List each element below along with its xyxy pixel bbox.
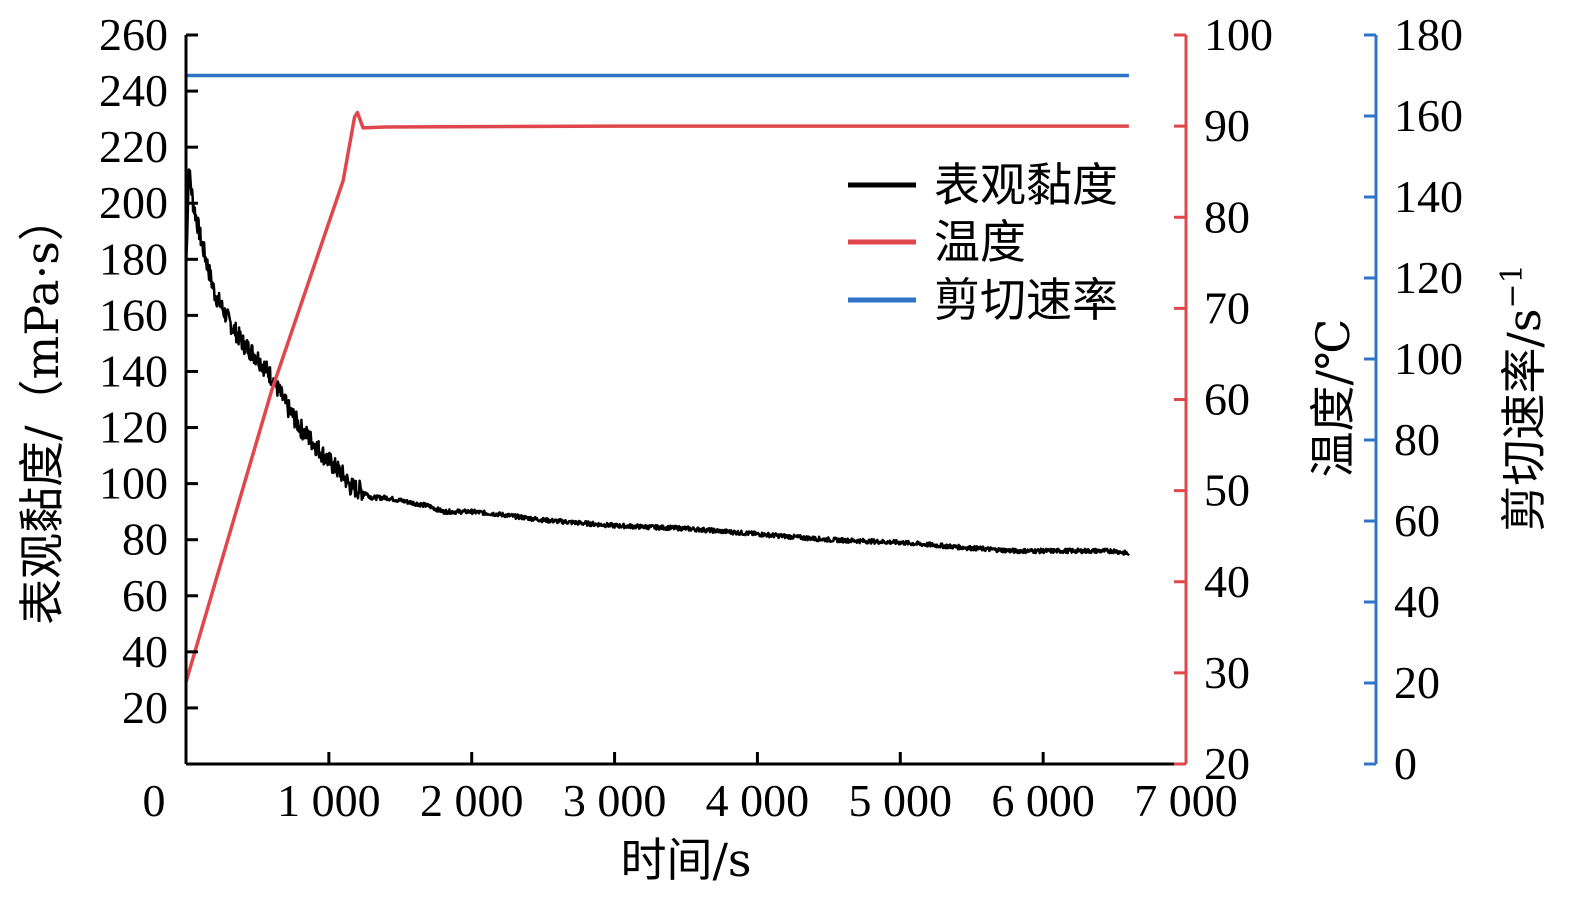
temperature-tick-label: 70 <box>1204 282 1250 333</box>
shear-tick-label: 0 <box>1394 738 1417 789</box>
temperature-tick-label: 80 <box>1204 191 1250 242</box>
temperature-tick-label: 30 <box>1204 647 1250 698</box>
legend-label-shear: 剪切速率 <box>934 273 1118 327</box>
viscosity-tick-label: 240 <box>99 65 168 116</box>
x-tick-label: 5 000 <box>849 775 953 826</box>
x-tick-label: 0 <box>143 775 166 826</box>
viscosity-tick-label: 80 <box>122 514 168 565</box>
x-tick-label: 2 000 <box>420 775 524 826</box>
legend-label-temperature: 温度 <box>934 215 1026 269</box>
viscosity-tick-label: 100 <box>99 458 168 509</box>
temperature-tick-label: 90 <box>1204 100 1250 151</box>
viscosity-tick-label: 160 <box>99 289 168 340</box>
shear-tick-label: 140 <box>1394 171 1463 222</box>
shear-tick-label: 20 <box>1394 657 1440 708</box>
shear-tick-label: 80 <box>1394 414 1440 465</box>
y-axis-title-viscosity: 表观黏度/（mPa·s） <box>15 195 69 625</box>
x-axis-title: 时间/s <box>620 833 751 887</box>
x-tick-label: 3 000 <box>563 775 667 826</box>
shear-tick-label: 40 <box>1394 576 1440 627</box>
shear-tick-label: 120 <box>1394 252 1463 303</box>
viscosity-tick-label: 140 <box>99 345 168 396</box>
shear-tick-label: 160 <box>1394 90 1463 141</box>
plot-marks <box>184 73 1130 683</box>
temperature-tick-label: 40 <box>1204 556 1250 607</box>
temperature-tick-label: 20 <box>1204 738 1250 789</box>
shear-tick-label: 180 <box>1394 9 1463 60</box>
viscosity-tick-label: 220 <box>99 121 168 172</box>
shear-tick-label: 60 <box>1394 495 1440 546</box>
y-axis-title-temperature: 温度/℃ <box>1306 319 1360 478</box>
temperature-tick-label: 100 <box>1204 9 1273 60</box>
viscosity-tick-label: 120 <box>99 402 168 453</box>
x-tick-label: 7 000 <box>1134 775 1238 826</box>
viscosity-tick-label: 180 <box>99 233 168 284</box>
shear-label-sup: −1 <box>1495 264 1530 308</box>
temperature-tick-label: 50 <box>1204 465 1250 516</box>
y-axis-title-shear-rate: 剪切速率/s−1 <box>1495 264 1551 531</box>
viscosity-tick-label: 260 <box>99 9 168 60</box>
series-line-temperature <box>184 110 1129 683</box>
shear-label-main: 剪切速率/s <box>1497 309 1551 532</box>
viscosity-tick-label: 20 <box>122 682 168 733</box>
legend-label-viscosity: 表观黏度 <box>934 158 1118 212</box>
x-tick-label: 4 000 <box>706 775 810 826</box>
temperature-tick-label: 60 <box>1204 374 1250 425</box>
viscosity-tick-label: 200 <box>99 177 168 228</box>
shear-tick-label: 100 <box>1394 333 1463 384</box>
series-line-viscosity <box>184 168 1130 556</box>
x-tick-label: 6 000 <box>991 775 1095 826</box>
viscosity-tick-label: 60 <box>122 570 168 621</box>
x-tick-label: 1 000 <box>277 775 381 826</box>
viscosity-tick-label: 40 <box>122 626 168 677</box>
